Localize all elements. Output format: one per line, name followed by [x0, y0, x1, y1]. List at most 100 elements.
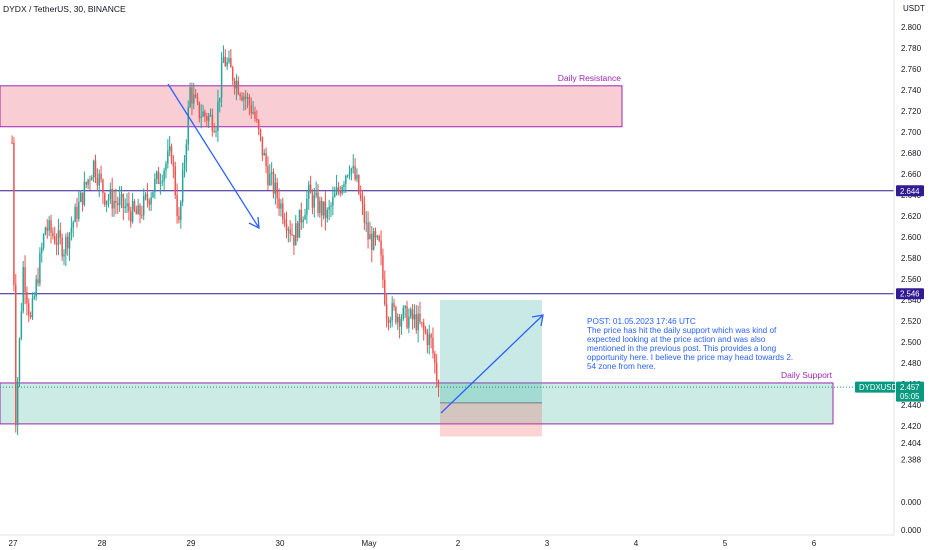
- candle-body: [211, 114, 214, 131]
- candle-body: [78, 201, 80, 219]
- candle-body: [142, 196, 145, 216]
- price-tick: 2.620: [901, 212, 922, 221]
- candle-body: [358, 175, 360, 194]
- price-tick: 0.000: [901, 526, 922, 535]
- candle-body: [398, 316, 401, 327]
- candle-body: [296, 223, 299, 238]
- candle-body: [311, 193, 314, 208]
- candle-body: [408, 316, 410, 328]
- candle-body: [74, 206, 76, 222]
- candle-body: [165, 163, 167, 171]
- candle-body: [180, 201, 182, 220]
- candle-body: [91, 177, 93, 181]
- candle-body: [384, 279, 386, 305]
- candle-body: [59, 230, 62, 238]
- price-tick: 2.600: [901, 233, 922, 242]
- candle-body: [22, 267, 24, 312]
- candle-body: [419, 313, 421, 323]
- candle-body: [178, 215, 180, 220]
- candle-body: [437, 380, 440, 388]
- candle-body: [170, 146, 173, 163]
- daily-resistance-zone[interactable]: [0, 85, 623, 128]
- candle-body: [241, 96, 243, 101]
- long-position-target-area[interactable]: [440, 300, 542, 403]
- daily-resistance-label: Daily Resistance: [558, 73, 622, 83]
- candle-body: [183, 162, 186, 171]
- candle-body: [346, 175, 349, 177]
- price-axis[interactable]: USDT 2.800 2.780 2.760 2.740 2.720 2.700 2.680…: [855, 0, 932, 550]
- candle-body: [259, 129, 262, 137]
- candle-body: [435, 363, 438, 381]
- candle-body: [15, 284, 17, 426]
- candle-body: [66, 236, 69, 249]
- candle-body: [193, 94, 195, 104]
- price-tick: 2.480: [901, 359, 922, 368]
- candle-body: [89, 179, 91, 181]
- candle-body: [104, 192, 106, 205]
- candle-body: [172, 162, 175, 167]
- candle-body: [352, 166, 354, 169]
- price-tick: 2.420: [901, 422, 922, 431]
- time-axis[interactable]: 27 28 29 30 May 2 3 4 5 6: [0, 534, 894, 548]
- last-price-box: [896, 381, 924, 402]
- candle-body: [430, 334, 432, 338]
- candle-body: [40, 247, 43, 254]
- note-line: POST: 01.05.2023 17:46 UTC: [587, 317, 696, 326]
- candle-body: [307, 184, 310, 199]
- candle-body: [424, 329, 427, 333]
- candle-body: [28, 303, 30, 316]
- down-arrow-drawing[interactable]: [167, 83, 260, 230]
- candle-body: [237, 80, 240, 95]
- time-tick: 30: [276, 539, 285, 548]
- candle-body: [421, 322, 423, 324]
- candle-body: [391, 303, 393, 321]
- candle-body: [83, 182, 86, 205]
- candle-body: [133, 201, 136, 210]
- note-line: mentioned in the previous post. This pro…: [587, 344, 777, 353]
- price-tick: 2.800: [901, 23, 922, 32]
- candle-body: [415, 314, 418, 331]
- candle-body: [335, 187, 338, 195]
- candle-body: [372, 231, 375, 250]
- candle-body: [13, 142, 15, 285]
- candle-body: [428, 334, 431, 346]
- up-arrow-drawing[interactable]: [440, 314, 544, 414]
- candle-body: [243, 96, 245, 101]
- candle-body: [254, 111, 256, 119]
- candle-body: [226, 62, 228, 67]
- candle-body: [35, 279, 37, 297]
- price-tick: 2.780: [901, 44, 922, 53]
- price-tick: 2.560: [901, 275, 922, 284]
- time-ticks: 27 28 29 30 May 2 3 4 5 6: [9, 539, 817, 548]
- candle-body: [341, 186, 343, 194]
- candle-body: [231, 67, 234, 81]
- candle-body: [300, 209, 303, 223]
- candle-body: [220, 62, 223, 98]
- level-2644-badge: [896, 185, 924, 197]
- candle-body: [235, 80, 238, 89]
- price-ticks: 2.800 2.780 2.760 2.740 2.720 2.700 2.680 2.660…: [901, 23, 922, 465]
- candle-body: [63, 254, 65, 257]
- long-position-stop-area[interactable]: [440, 402, 542, 437]
- candle-body: [380, 240, 382, 256]
- candle-body: [293, 234, 295, 246]
- candle-body: [369, 233, 371, 240]
- candle-body: [39, 253, 41, 284]
- daily-support-label: Daily Support: [781, 370, 833, 380]
- candle-body: [309, 184, 312, 194]
- candle-body: [185, 144, 188, 163]
- candle-body: [107, 198, 110, 201]
- candle-body: [72, 221, 75, 228]
- candle-body: [246, 97, 249, 99]
- daily-support-zone[interactable]: [0, 382, 834, 425]
- price-tick: 2.720: [901, 107, 922, 116]
- candle-body: [359, 193, 362, 199]
- trade-note: POST: 01.05.2023 17:46 UTC The price has…: [587, 317, 795, 371]
- candle-body: [250, 105, 253, 114]
- candle-body: [324, 201, 327, 219]
- note-line: opportunity here. I believe the price ma…: [587, 353, 793, 362]
- candle-body: [196, 97, 199, 103]
- candle-body: [278, 198, 280, 209]
